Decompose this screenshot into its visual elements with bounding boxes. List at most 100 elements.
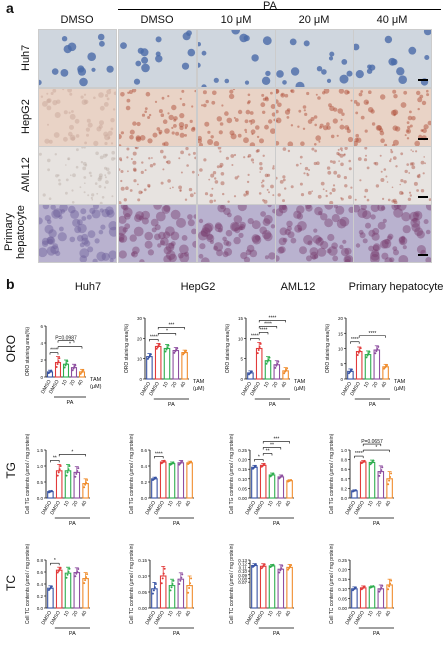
tg-huh7-xlabel-3: 20 (72, 500, 80, 508)
oro-aml12-sig-label-0: **** (251, 333, 259, 339)
oro-aml12-pt-3-0 (274, 366, 277, 369)
oro-aml12-pt-0-3 (250, 370, 253, 373)
oro-aml12-xlabel-2: 10 (263, 381, 271, 389)
tc-hepg2-pt-2-1 (170, 586, 173, 589)
tg-huh7-pt-3-1 (75, 472, 78, 475)
tg-primary-ytick-label-5: 1.0 (341, 448, 348, 453)
tc-primary-pt-1-3 (363, 585, 366, 588)
tg-huh7-pt-2-0 (65, 474, 68, 477)
tg-primary-xlabel-2: 10 (367, 500, 375, 508)
tg-hepg2-pt-0-3 (154, 476, 157, 479)
oro-primary-xlabel-2: 10 (363, 381, 371, 389)
tc-aml12-bar-1 (259, 565, 267, 609)
scale-bar (418, 254, 428, 256)
oro-hepg2-pt-2-1 (165, 348, 168, 351)
tg-huh7-sig-label-0: ** (53, 455, 57, 461)
oro-huh7-tam-label: TAM (90, 377, 102, 383)
oro-aml12-pt-4-1 (284, 370, 287, 373)
tc-primary-xlabel-4: 40 (384, 610, 392, 618)
micrograph-3-1 (118, 204, 197, 263)
tc-aml12-pt-3-3 (281, 564, 284, 567)
tc-primary-ytick-label-0: 0.00 (338, 606, 347, 611)
tc-primary-bar-1 (359, 587, 367, 609)
tc-huh7-pt-0-3 (50, 585, 53, 588)
tc-aml12-ytick-label-4: 0.11 (239, 565, 248, 570)
oro-huh7-xlabel-2: 10 (61, 379, 69, 387)
tg-huh7-xlabel-4: 40 (80, 500, 88, 508)
tc-huh7-pt-3-1 (75, 572, 78, 575)
tc-hepg2-pt-4-3 (190, 577, 193, 580)
tg-hepg2-ylabel: Cell TG contents (μmol / mg protein) (129, 433, 135, 514)
oro-hepg2-pt-3-2 (175, 348, 178, 351)
tg-hepg2-xlabel-4: 40 (184, 500, 192, 508)
tg-aml12-bar-2 (268, 474, 276, 499)
tg-huh7-sig-label-1: * (71, 449, 73, 455)
tc-hepg2-pt-3-2 (180, 576, 183, 579)
tc-hepg2-bar-4 (186, 585, 193, 609)
oro-hepg2-ylabel: ORO staining area(%) (124, 324, 130, 374)
tg-primary-pt-3-2 (380, 469, 383, 472)
tc-primary-ylabel: Cell TC contents (μmol / mg protein) (329, 544, 335, 625)
oro-aml12-ytick-label-0: 0 (240, 377, 243, 382)
tg-aml12-ytick-label-2: 0.10 (238, 477, 247, 482)
micrograph-1-4 (353, 88, 432, 147)
oro-hepg2-ytick-label-0: 0 (139, 377, 142, 382)
tg-primary-ytick-label-0: 0.0 (341, 496, 348, 501)
oro-primary-bar-2 (364, 354, 372, 380)
tg-hepg2-pt-1-3 (163, 459, 166, 462)
tg-huh7-ylabel: Cell TG contents (μmol / mg protein) (25, 433, 31, 514)
tc-hepg2-ylabel: Cell TC contents (μmol / mg protein) (129, 544, 135, 625)
oro-primary-ylabel: ORO staining area(%) (325, 324, 331, 374)
tc-hepg2-pt-3-0 (178, 583, 181, 585)
oro-aml12-sig-label-3: **** (269, 315, 277, 321)
pa-header-line (118, 9, 441, 10)
oro-hepg2-xlabel-4: 40 (179, 381, 187, 389)
tc-aml12-pa-label: PA (273, 631, 280, 637)
tc-aml12-ytick-label-5: 0.12 (238, 562, 247, 567)
oro-primary-tam-label: TAM (394, 379, 406, 385)
oro-primary-bar-3 (373, 349, 381, 380)
oro-aml12-pt-3-1 (275, 364, 278, 367)
tc-huh7-pt-3-2 (76, 570, 79, 573)
tg-aml12-pt-2-3 (272, 472, 275, 475)
tc-huh7-xlabel-3: 20 (72, 610, 80, 618)
tc-hepg2-pa-label: PA (173, 631, 180, 637)
oro-primary-pt-1-1 (357, 351, 360, 354)
tc-hepg2-ytick-label-1: 0.05 (138, 590, 147, 595)
oro-huh7-pt-3-2 (73, 365, 76, 368)
tc-hepg2-ytick-label-0: 0.00 (138, 606, 147, 611)
tc-aml12-pt-3-1 (279, 569, 282, 572)
tc-hepg2-xlabel-3: 20 (176, 610, 184, 618)
tg-primary-pt-4-3 (390, 472, 393, 475)
tg-aml12-sig-label-3: *** (273, 436, 279, 442)
micrograph-2-4 (353, 146, 432, 205)
tc-primary-pt-2-3 (372, 585, 375, 588)
oro-huh7-tam-unit: (μM) (90, 384, 102, 390)
oro-primary-tam-unit: (μM) (394, 386, 406, 392)
tg-hepg2-bar-1 (159, 461, 167, 499)
oro-hepg2-pt-4-3 (185, 349, 188, 352)
oro-aml12-pt-2-2 (267, 358, 270, 361)
tc-aml12-bar-3 (277, 568, 285, 609)
oro-hepg2-sig-label-2: *** (168, 322, 174, 328)
oro-hepg2-pa-label: PA (168, 402, 175, 408)
oro-huh7-pt-2-1 (64, 364, 67, 367)
tg-huh7-pt-4-2 (85, 481, 88, 484)
tg-primary-pt-2-3 (372, 459, 375, 462)
tc-primary-pt-3-3 (381, 584, 384, 587)
tg-hepg2-pt-3-3 (181, 460, 184, 462)
tg-primary-pt-0-3 (354, 489, 357, 492)
tc-hepg2-ytick-label-2: 0.10 (138, 574, 147, 579)
oro-hepg2-pt-0-1 (147, 356, 150, 359)
tg-primary-ytick-label-1: 0.2 (341, 486, 348, 491)
tc-huh7-xlabel-4: 40 (80, 610, 88, 618)
oro-primary-xlabel-3: 20 (372, 381, 380, 389)
tc-aml12-pt-3-2 (280, 567, 283, 570)
tg-primary-bar-4 (386, 478, 393, 499)
tc-hepg2-pt-0-3 (154, 583, 157, 585)
oro-aml12-sig-label-2: **** (264, 321, 272, 327)
tc-aml12-pt-4-3 (290, 564, 293, 567)
micrograph-0-3 (275, 29, 354, 88)
oro-huh7-pt-0-3 (50, 369, 53, 372)
oro-huh7-xlabel-3: 20 (69, 379, 77, 387)
